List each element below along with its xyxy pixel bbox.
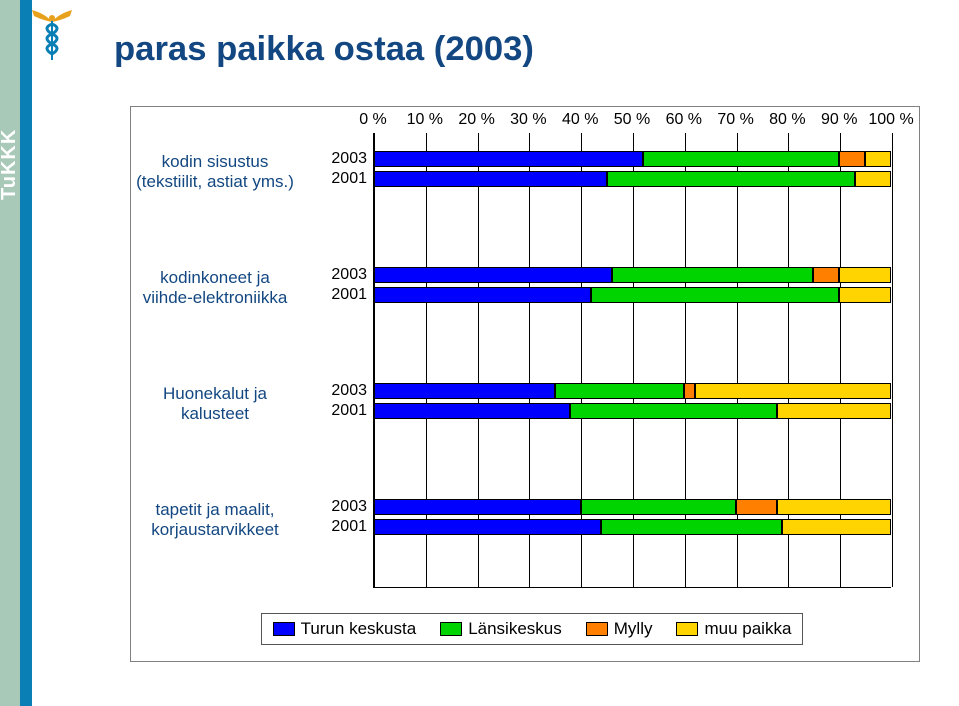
bar-segment [555,383,684,399]
bar-segment [374,403,570,419]
bar-segment [374,151,643,167]
sidebar: TuKKK [0,0,34,706]
bar-segment [612,267,814,283]
bar-segment [777,403,891,419]
bar-row [374,519,891,535]
logo-wings-left [32,10,52,22]
bar-row [374,267,891,283]
bar-row [374,171,891,187]
gridline [892,133,893,587]
x-axis-label: 30 % [510,111,546,129]
bar-segment [813,267,839,283]
x-axis-label: 10 % [407,111,443,129]
legend-swatch [440,622,462,636]
bar-segment [607,171,855,187]
x-axis-label: 80 % [769,111,805,129]
plot-area [373,133,891,588]
bar-segment [839,287,891,303]
bar-segment [839,151,865,167]
bar-segment [374,499,581,515]
x-axis-label: 50 % [614,111,650,129]
x-axis-label: 100 % [868,111,913,129]
category-label: kodin sisustus (tekstiilit, astiat yms.) [100,152,330,191]
x-axis-label: 20 % [458,111,494,129]
bar-row [374,403,891,419]
x-axis-label: 90 % [821,111,857,129]
bar-segment [684,383,694,399]
logo-wings-right [52,10,72,22]
bar-segment [839,267,891,283]
bar-segment [782,519,891,535]
x-axis-label: 60 % [666,111,702,129]
bar-segment [374,267,612,283]
bar-segment [777,499,891,515]
legend-label: Mylly [614,619,653,639]
legend-label: muu paikka [704,619,791,639]
bar-segment [570,403,777,419]
bar-segment [736,499,777,515]
legend-label: Länsikeskus [468,619,562,639]
x-axis-label: 40 % [562,111,598,129]
sidebar-vertical-text: TuKKK [0,80,30,200]
page-title: paras paikka ostaa (2003) [114,30,534,69]
x-axis-label: 0 % [359,111,387,129]
bar-segment [695,383,891,399]
bar-segment [581,499,736,515]
category-label: kodinkoneet ja viihde-elektroniikka [100,268,330,307]
bar-segment [374,383,555,399]
legend-swatch [273,622,295,636]
logo-top-circle [49,15,55,21]
x-axis-label: 70 % [717,111,753,129]
bar-row [374,151,891,167]
legend-swatch [676,622,698,636]
bar-row [374,383,891,399]
bar-segment [643,151,839,167]
bar-segment [601,519,782,535]
bar-segment [865,151,891,167]
legend: Turun keskusta Länsikeskus Mylly muu paikka [261,613,803,645]
bar-segment [374,287,591,303]
legend-label: Turun keskusta [301,619,417,639]
bar-row [374,499,891,515]
category-label: tapetit ja maalit, korjaustarvikkeet [100,500,330,539]
bar-segment [374,171,607,187]
bar-row [374,287,891,303]
legend-swatch [586,622,608,636]
bar-segment [374,519,601,535]
tukkk-logo-icon [28,0,76,74]
bar-segment [591,287,839,303]
category-label: Huonekalut ja kalusteet [100,384,330,423]
bar-segment [855,171,891,187]
